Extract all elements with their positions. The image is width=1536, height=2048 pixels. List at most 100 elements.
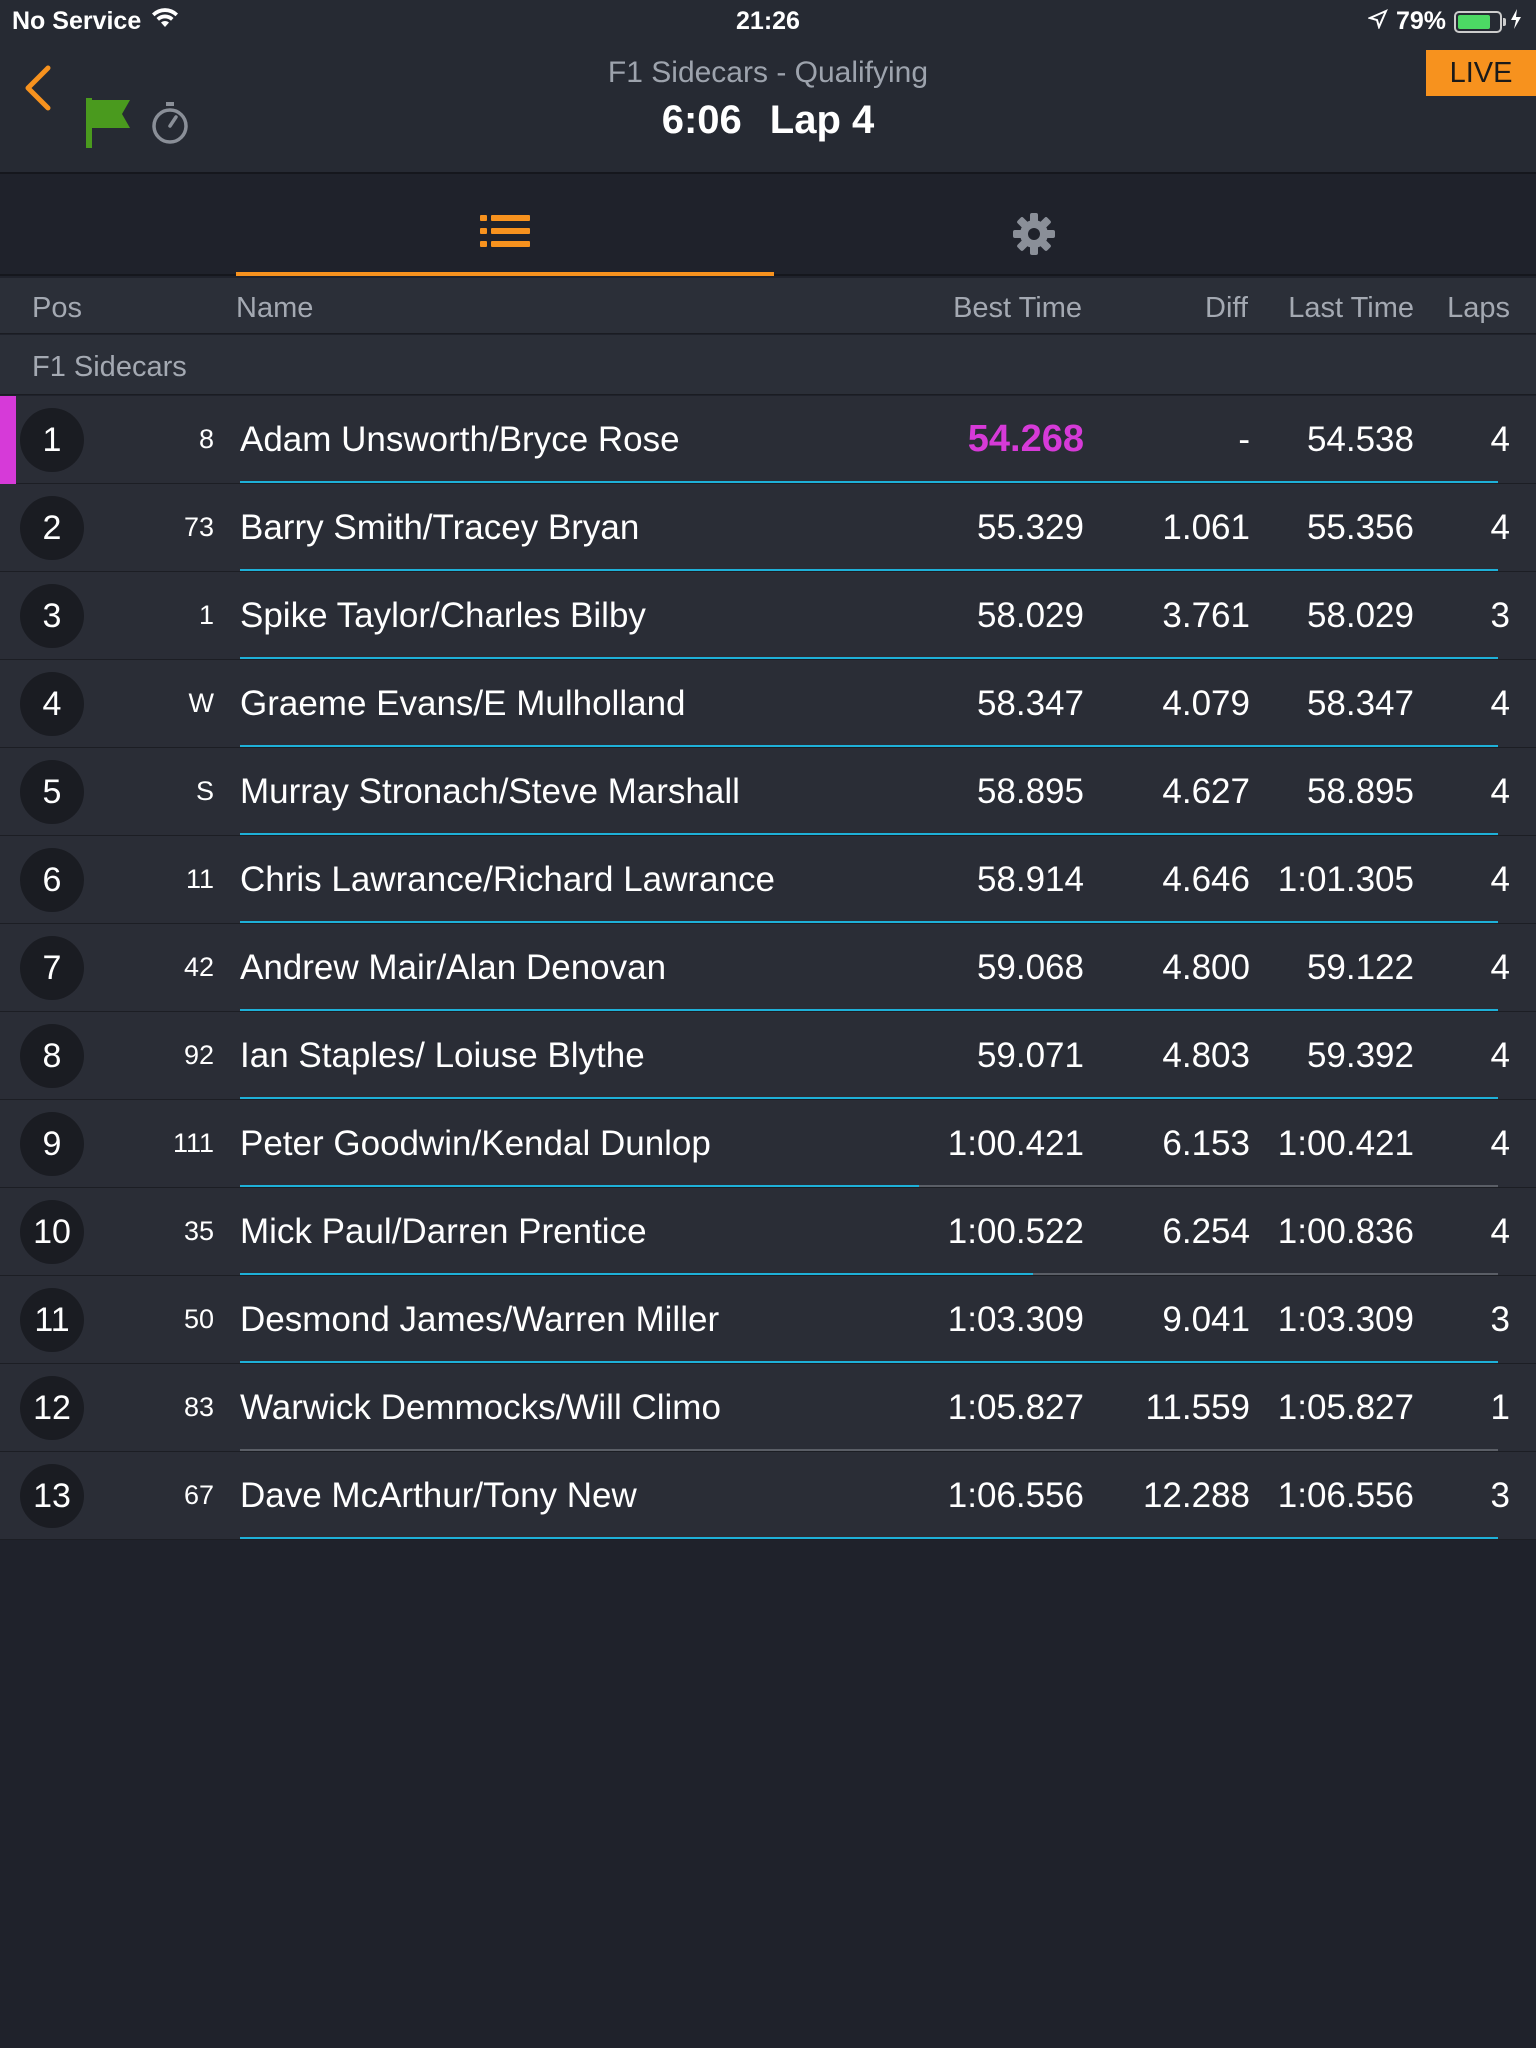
lap-count: 4 xyxy=(1490,684,1510,723)
status-time: 21:26 xyxy=(736,7,800,35)
col-laps[interactable]: Laps xyxy=(1447,292,1510,324)
car-number: 1 xyxy=(198,600,214,630)
table-row[interactable]: 9 111 Peter Goodwin/Kendal Dunlop 1:00.421 6… xyxy=(0,1100,1536,1188)
car-number: 73 xyxy=(183,512,214,542)
driver-name: Andrew Mair/Alan Denovan xyxy=(240,948,667,987)
battery-icon xyxy=(1454,10,1506,33)
car-number: 11 xyxy=(185,864,214,894)
lap-progress-bar xyxy=(240,1185,919,1187)
car-number: W xyxy=(188,688,214,718)
last-time: 54.538 xyxy=(1306,420,1414,459)
table-row[interactable]: 5 S Murray Stronach/Steve Marshall 58.895 4.… xyxy=(0,748,1536,836)
back-button[interactable] xyxy=(18,60,58,120)
table-row[interactable]: 11 50 Desmond James/Warren Miller 1:03.309 9… xyxy=(0,1276,1536,1364)
green-flag-icon xyxy=(86,98,132,153)
best-time: 1:05.827 xyxy=(947,1388,1084,1427)
best-time: 58.895 xyxy=(976,772,1084,811)
table-row[interactable]: 8 92 Ian Staples/ Loiuse Blythe 59.071 4.803… xyxy=(0,1012,1536,1100)
col-diff[interactable]: Diff xyxy=(1205,292,1248,324)
lap-progress-bar xyxy=(240,1537,1498,1539)
time-diff: 9.041 xyxy=(1162,1300,1250,1339)
car-number: 83 xyxy=(183,1392,214,1422)
lap-progress-bar xyxy=(240,921,1498,923)
live-badge[interactable]: LIVE xyxy=(1426,50,1536,96)
fastest-marker xyxy=(0,924,16,1012)
stopwatch-icon[interactable] xyxy=(150,102,190,151)
session-clock: 6:06 xyxy=(661,98,742,142)
table-row[interactable]: 13 67 Dave McArthur/Tony New 1:06.556 12.288… xyxy=(0,1452,1536,1540)
table-row[interactable]: 2 73 Barry Smith/Tracey Bryan 55.329 1.061 55… xyxy=(0,484,1536,572)
position-badge: 12 xyxy=(20,1376,84,1440)
list-icon xyxy=(480,215,530,247)
fastest-marker xyxy=(0,748,16,836)
tab-settings[interactable] xyxy=(774,174,1294,276)
last-time: 58.895 xyxy=(1306,772,1414,811)
last-time: 1:00.836 xyxy=(1277,1212,1414,1251)
table-row[interactable]: 12 83 Warwick Demmocks/Will Climo 1:05.827 1… xyxy=(0,1364,1536,1452)
position-badge: 4 xyxy=(20,672,84,736)
best-time: 1:06.556 xyxy=(947,1476,1084,1515)
position-badge: 13 xyxy=(20,1464,84,1528)
col-name[interactable]: Name xyxy=(236,292,314,324)
fastest-marker xyxy=(0,1364,16,1452)
fastest-marker xyxy=(0,484,16,572)
fastest-marker xyxy=(0,1100,16,1188)
lap-count: 4 xyxy=(1490,860,1510,899)
tab-results-list[interactable] xyxy=(236,174,774,276)
driver-name: Warwick Demmocks/Will Climo xyxy=(240,1388,721,1427)
car-number: 42 xyxy=(183,952,214,982)
position-badge: 6 xyxy=(20,848,84,912)
col-last-time[interactable]: Last Time xyxy=(1288,292,1414,324)
table-row[interactable]: 1 8 Adam Unsworth/Bryce Rose 54.268 - 54.538 4 xyxy=(0,396,1536,484)
carrier-label: No Service xyxy=(12,7,142,35)
lap-count: 4 xyxy=(1490,1036,1510,1075)
lap-count: 1 xyxy=(1490,1388,1510,1427)
last-time: 1:01.305 xyxy=(1277,860,1414,899)
driver-name: Mick Paul/Darren Prentice xyxy=(240,1212,647,1251)
car-number: 8 xyxy=(198,424,214,454)
driver-name: Murray Stronach/Steve Marshall xyxy=(240,772,740,811)
driver-name: Graeme Evans/E Mulholland xyxy=(240,684,686,723)
last-time: 55.356 xyxy=(1306,508,1414,547)
best-time: 54.268 xyxy=(967,418,1084,460)
position-badge: 3 xyxy=(20,584,84,648)
column-header-row: Pos Name Best Time Diff Last Time Laps xyxy=(0,278,1536,334)
table-row[interactable]: 10 35 Mick Paul/Darren Prentice 1:00.522 6.2… xyxy=(0,1188,1536,1276)
session-info: 6:06 Lap 4 xyxy=(0,98,1536,143)
col-best-time[interactable]: Best Time xyxy=(953,292,1082,324)
battery-percent: 79% xyxy=(1395,7,1446,35)
table-row[interactable]: 6 11 Chris Lawrance/Richard Lawrance 58.914… xyxy=(0,836,1536,924)
session-header: F1 Sidecars - Qualifying 6:06 Lap 4 LIVE xyxy=(0,40,1536,174)
col-pos[interactable]: Pos xyxy=(32,292,82,324)
last-time: 1:03.309 xyxy=(1277,1300,1414,1339)
time-diff: 4.627 xyxy=(1162,772,1250,811)
last-time: 1:06.556 xyxy=(1277,1476,1414,1515)
driver-name: Desmond James/Warren Miller xyxy=(240,1300,720,1339)
wifi-icon xyxy=(151,7,179,36)
session-title: F1 Sidecars - Qualifying xyxy=(607,56,929,89)
driver-name: Chris Lawrance/Richard Lawrance xyxy=(240,860,775,899)
lap-progress-bar xyxy=(240,569,1498,571)
fastest-marker xyxy=(0,836,16,924)
lap-count: 3 xyxy=(1490,596,1510,635)
fastest-marker xyxy=(0,1452,16,1540)
lap-count: 4 xyxy=(1490,508,1510,547)
best-time: 1:00.522 xyxy=(947,1212,1084,1251)
table-row[interactable]: 3 1 Spike Taylor/Charles Bilby 58.029 3.761 5… xyxy=(0,572,1536,660)
lap-count: 4 xyxy=(1490,772,1510,811)
lap-count: 4 xyxy=(1490,1124,1510,1163)
time-diff: 6.153 xyxy=(1162,1124,1250,1163)
results-table: 1 8 Adam Unsworth/Bryce Rose 54.268 - 54.538 4… xyxy=(0,396,1536,1540)
fastest-marker xyxy=(0,396,16,484)
class-group-header: F1 Sidecars xyxy=(0,335,1536,395)
position-badge: 10 xyxy=(20,1200,84,1264)
time-diff: 4.646 xyxy=(1162,860,1250,899)
driver-name: Adam Unsworth/Bryce Rose xyxy=(240,420,680,459)
time-diff: 11.559 xyxy=(1145,1388,1250,1427)
position-badge: 5 xyxy=(20,760,84,824)
time-diff: 4.803 xyxy=(1162,1036,1250,1075)
lap-count: 4 xyxy=(1490,948,1510,987)
position-badge: 11 xyxy=(20,1288,84,1352)
table-row[interactable]: 4 W Graeme Evans/E Mulholland 58.347 4.079 58… xyxy=(0,660,1536,748)
table-row[interactable]: 7 42 Andrew Mair/Alan Denovan 59.068 4.800 59… xyxy=(0,924,1536,1012)
